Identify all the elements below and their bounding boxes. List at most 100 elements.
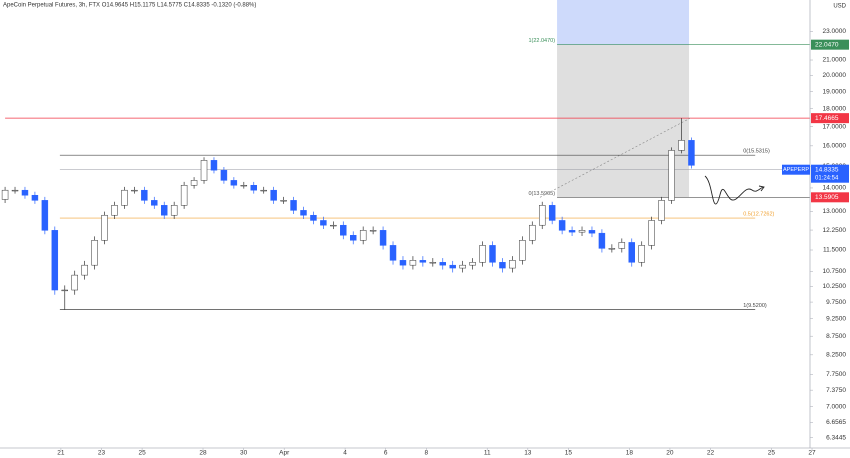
y-tick-label: 20.0000 [823, 72, 847, 79]
symbol-label: APEPERP [783, 167, 809, 173]
candle-body [41, 200, 49, 231]
candle-body [548, 205, 556, 221]
candle-body [558, 220, 566, 231]
x-tick-label: 4 [343, 450, 347, 457]
projection-scribble [704, 175, 764, 205]
x-tick-label: 11 [484, 450, 491, 457]
candle-body [250, 185, 257, 191]
candle-body [618, 242, 626, 249]
x-tick-label: 30 [240, 450, 248, 457]
x-tick-label: 22 [707, 450, 715, 457]
fib-label: 0(15.5315) [743, 149, 770, 155]
candle-body [81, 264, 88, 276]
price-tag-label: 13.5905 [815, 194, 839, 201]
candle-body [51, 230, 59, 291]
candle-body [628, 242, 635, 263]
y-tick-label: 17.0000 [823, 123, 847, 130]
zone [557, 44, 690, 198]
candle-body [409, 260, 417, 266]
x-tick-label: 23 [98, 450, 106, 457]
candle-body [1, 189, 9, 200]
y-tick-label: 12.2500 [823, 227, 847, 234]
y-tick-label: 9.2500 [826, 315, 846, 322]
zone [557, 0, 690, 45]
candle-body [479, 245, 486, 263]
candle-body [658, 200, 665, 221]
y-tick-label: 6.6565 [826, 419, 846, 426]
candle-body [588, 230, 596, 234]
candle-body [399, 260, 407, 266]
x-tick-label: 21 [57, 450, 65, 457]
candle-body [121, 189, 128, 206]
plot-area: 1(22.0470) 0(15.5315) 0.5(12.7262) 1(9.5200… [1, 0, 810, 310]
candle-body [111, 205, 118, 216]
candle-body [280, 200, 287, 202]
candle-body [359, 230, 367, 241]
fib-label: 1(9.5200) [743, 303, 767, 309]
x-tick-label: 25 [768, 450, 776, 457]
y-tick-label: 8.2500 [826, 352, 846, 359]
candle-body [300, 210, 307, 216]
chart-title: ApeCoin Perpetual Futures, 3h, FTX O14.9… [3, 3, 256, 9]
x-tick-label: 8 [425, 450, 429, 457]
candle-body [270, 189, 277, 201]
currency-label: USD [833, 4, 846, 10]
candle-body [190, 180, 198, 186]
candle-body [469, 262, 476, 266]
y-tick-label: 7.7500 [826, 371, 846, 378]
y-tick-label: 13.0000 [823, 208, 847, 215]
candle-body [330, 224, 337, 227]
candle-body [608, 248, 616, 250]
fib-label: 1(22.0470) [528, 38, 555, 44]
candle-body [240, 185, 248, 187]
candle-body [389, 245, 397, 261]
x-tick-label: 25 [138, 450, 146, 457]
candle-body [648, 220, 655, 246]
y-tick-label: 23.0000 [823, 28, 847, 35]
candle-body [210, 160, 218, 171]
candle-body [170, 205, 178, 216]
price-tag-label: 17.4665 [815, 115, 839, 122]
candle-body [141, 189, 148, 201]
x-tick-label: 15 [565, 450, 573, 457]
y-tick-label: 6.3445 [826, 434, 846, 441]
candle-body [509, 260, 516, 269]
countdown: 01:24:54 [815, 175, 839, 181]
candle-body [369, 230, 377, 232]
candle-body [668, 150, 675, 201]
candle-body [101, 214, 108, 241]
candle-body [379, 230, 387, 246]
candle-body [11, 189, 19, 192]
candle-body [489, 245, 496, 263]
candle-body [71, 274, 78, 291]
candle-body [519, 240, 526, 261]
candle-body [230, 180, 238, 186]
candle-body [449, 264, 456, 269]
last-price-label: 14.8335 [815, 166, 839, 173]
candle-body [131, 189, 138, 192]
trend-line [539, 117, 691, 198]
candle-body [31, 194, 39, 201]
candle-body [260, 189, 267, 192]
candle-body [160, 205, 168, 216]
candle-body [529, 224, 536, 241]
y-tick-label: 10.7500 [823, 268, 847, 275]
x-tick-label: 13 [524, 450, 532, 457]
fib-label: 0.5(12.7262) [743, 211, 774, 217]
y-tick-label: 18.0000 [823, 105, 847, 112]
candle-body [459, 264, 466, 269]
y-tick-label: 7.3750 [826, 387, 846, 394]
price-tag [811, 39, 849, 50]
candle-body [320, 220, 327, 226]
candle-body [578, 230, 586, 233]
candle-body [200, 160, 208, 181]
candle-body [180, 185, 188, 206]
candle-body [688, 140, 695, 166]
candle-body [220, 169, 228, 181]
candle-body [439, 262, 446, 266]
projection-arrowhead [758, 185, 765, 192]
price-tag-label: 22.0470 [815, 41, 839, 48]
y-tick-label: 16.0000 [823, 143, 847, 150]
